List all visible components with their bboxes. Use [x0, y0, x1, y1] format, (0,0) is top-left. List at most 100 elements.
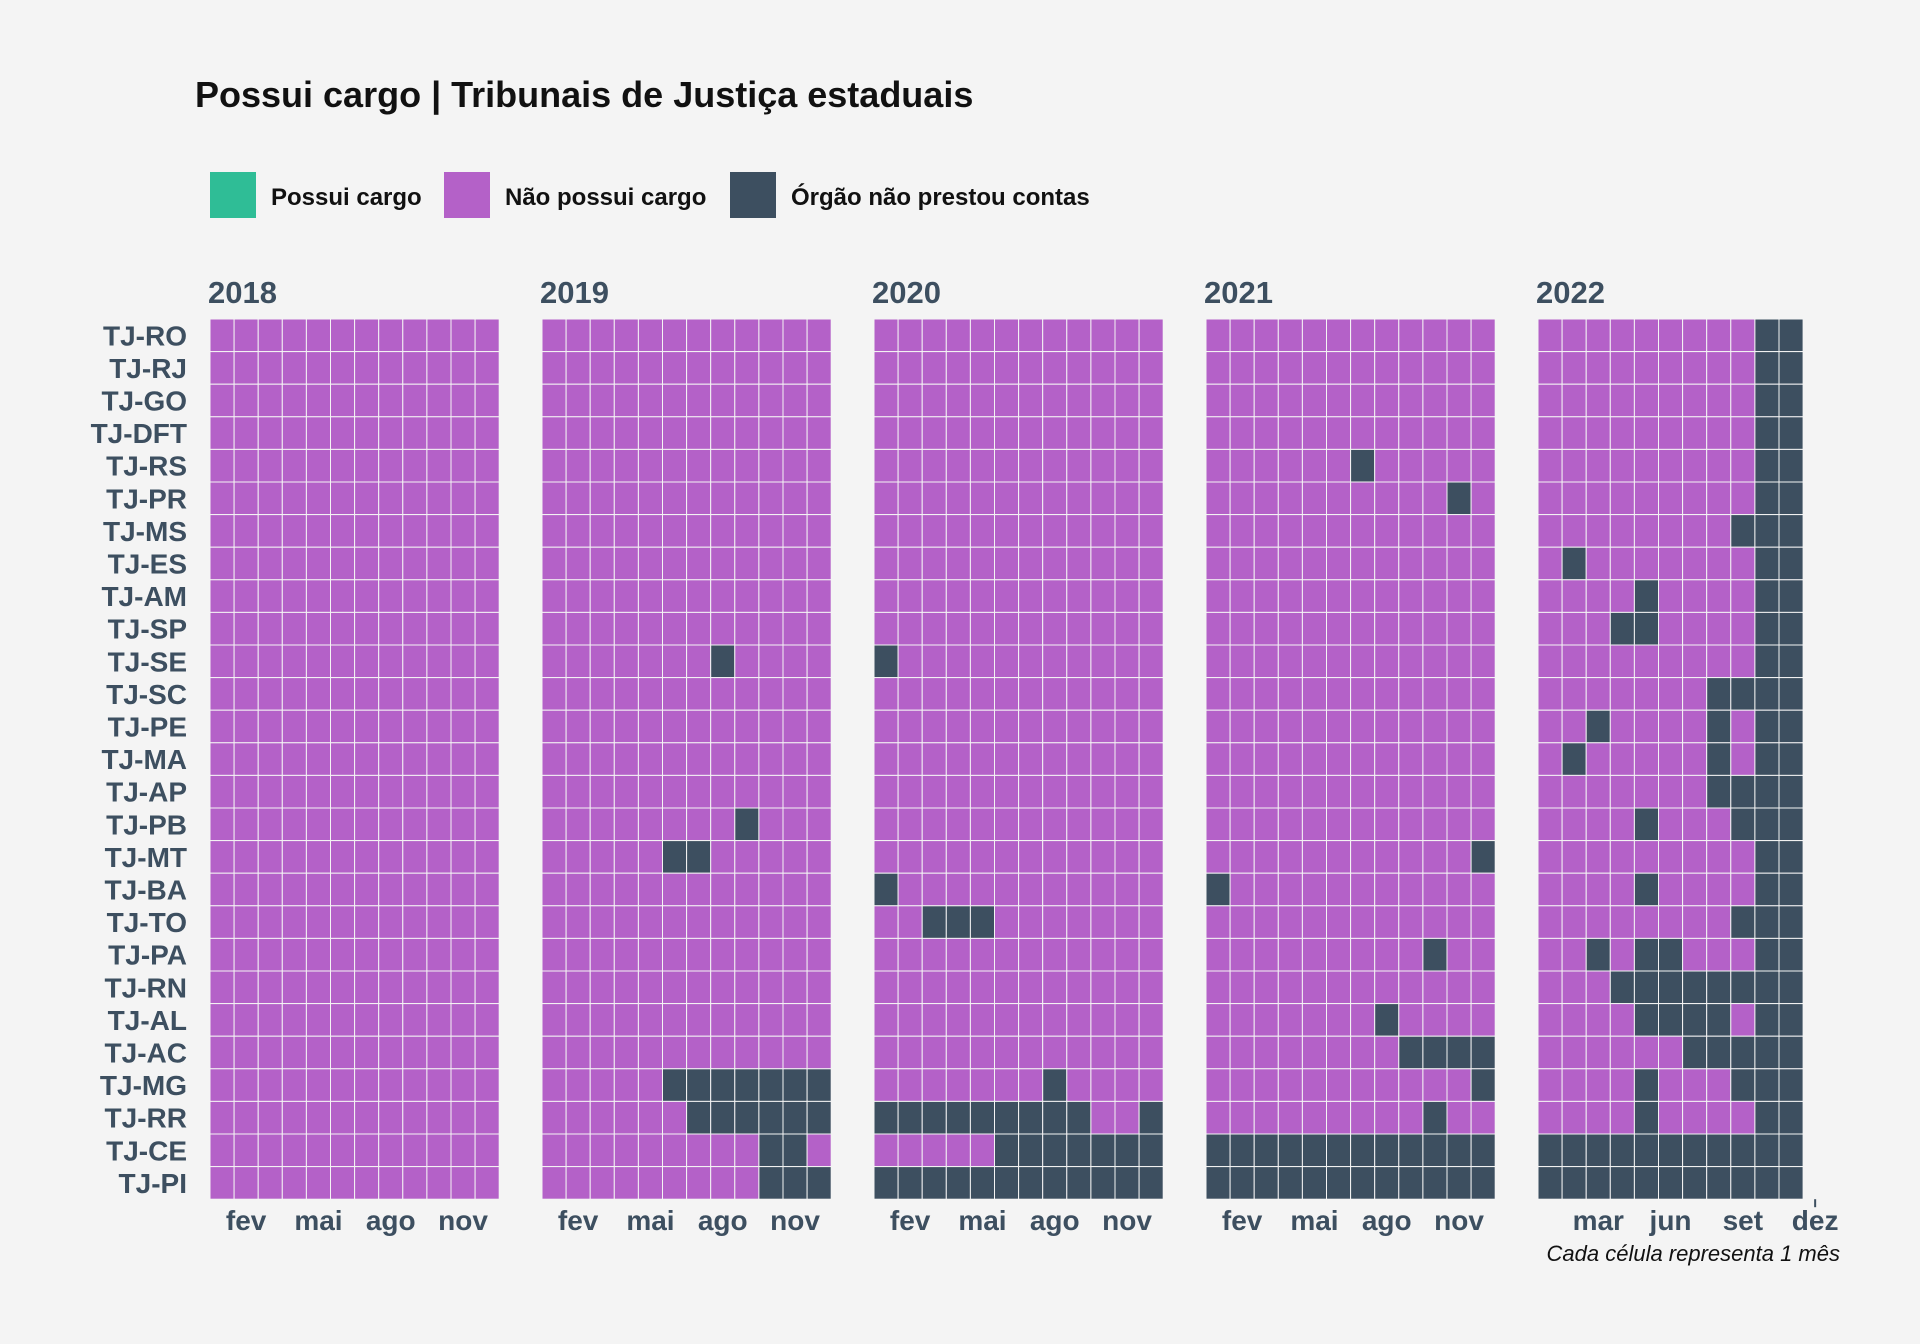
heatmap-cell [209, 318, 235, 353]
heatmap-cell [257, 448, 283, 483]
heatmap-cell [1422, 383, 1448, 418]
heatmap-cell [994, 481, 1020, 516]
heatmap-cell [734, 905, 760, 939]
heatmap-cell [209, 840, 235, 874]
heatmap-cell [1374, 1035, 1400, 1070]
heatmap-cell [637, 644, 664, 679]
heatmap-cell [474, 1003, 500, 1037]
heatmap-cell [1277, 709, 1303, 744]
heatmap-cell [1585, 448, 1611, 483]
heatmap-cell [1609, 481, 1635, 516]
heatmap-cell [209, 1068, 235, 1102]
heatmap-cell [378, 514, 404, 548]
heatmap-cell [450, 1068, 476, 1102]
heatmap-cell [1066, 514, 1092, 548]
heatmap-cell [233, 1100, 259, 1135]
heatmap-cell [1537, 840, 1563, 874]
heatmap-cell [233, 579, 259, 613]
heatmap-cell [1537, 1003, 1563, 1037]
heatmap-cell [1326, 579, 1352, 613]
heatmap-cell [1350, 383, 1376, 418]
heatmap-cell [1537, 905, 1563, 939]
heatmap-cell [426, 742, 452, 776]
heatmap-cell [945, 1035, 971, 1070]
heatmap-cell [1561, 807, 1587, 842]
heatmap-cell [281, 840, 307, 874]
heatmap-cell [1422, 579, 1448, 613]
heatmap-cell [1609, 1068, 1635, 1102]
heatmap-cell [1042, 807, 1068, 842]
heatmap-cell [1374, 644, 1400, 679]
heatmap-cell [209, 709, 235, 744]
heatmap-cell [686, 1068, 712, 1102]
heatmap-cell [1422, 611, 1448, 646]
heatmap-cell [281, 742, 307, 776]
heatmap-cell [1114, 611, 1140, 646]
heatmap-cell [1730, 840, 1756, 874]
heatmap-cell [1446, 1003, 1472, 1037]
heatmap-cell [1633, 840, 1660, 874]
heatmap-cell [1042, 840, 1068, 874]
heatmap-cell [209, 448, 235, 483]
heatmap-cell [921, 1003, 947, 1037]
x-tick-label: nov [770, 1205, 820, 1236]
heatmap-cell [873, 448, 899, 483]
heatmap-cell [1706, 1100, 1732, 1135]
heatmap-cell [1706, 351, 1732, 385]
heatmap-cell [281, 774, 307, 809]
heatmap-cell [782, 514, 808, 548]
heatmap-cell [1042, 448, 1068, 483]
heatmap-cell [921, 611, 947, 646]
heatmap-cell [1706, 1166, 1732, 1200]
heatmap-cell [1018, 448, 1044, 483]
heatmap-cell [686, 937, 712, 972]
heatmap-cell [897, 742, 923, 776]
heatmap-cell [1350, 937, 1376, 972]
heatmap-cell [1229, 807, 1255, 842]
heatmap-cell [1350, 1003, 1376, 1037]
heatmap-cell [209, 1133, 235, 1168]
heatmap-cell [945, 840, 971, 874]
legend-label-possui-cargo: Possui cargo [271, 184, 422, 211]
heatmap-cell [710, 872, 736, 907]
heatmap-cell [1018, 351, 1044, 385]
heatmap-cell [613, 1166, 639, 1200]
heatmap-cell [1754, 318, 1780, 353]
heatmap-cell [354, 840, 380, 874]
heatmap-cell [1778, 1100, 1804, 1135]
heatmap-cell [1205, 970, 1231, 1005]
heatmap-cell [474, 611, 500, 646]
heatmap-cell [1446, 1133, 1472, 1168]
heatmap-cell [1446, 840, 1472, 874]
heatmap-cell [873, 1133, 899, 1168]
heatmap-cell [1585, 840, 1611, 874]
heatmap-cell [1066, 1100, 1092, 1135]
heatmap-cell [782, 579, 808, 613]
heatmap-cell [1114, 351, 1140, 385]
heatmap-cell [1633, 579, 1660, 613]
heatmap-cell [969, 1166, 996, 1200]
heatmap-cell [330, 970, 356, 1005]
heatmap-cell [994, 1166, 1020, 1200]
heatmap-cell [994, 937, 1020, 972]
heatmap-cell [1374, 579, 1400, 613]
heatmap-cell [541, 351, 567, 385]
heatmap-cell [1253, 514, 1279, 548]
heatmap-cell [330, 416, 356, 450]
heatmap-cell [613, 774, 639, 809]
heatmap-cell [1114, 514, 1140, 548]
heatmap-cell [1422, 448, 1448, 483]
heatmap-cell [1730, 807, 1756, 842]
heatmap-cell [1114, 579, 1140, 613]
heatmap-cell [758, 709, 784, 744]
heatmap-cell [734, 448, 760, 483]
heatmap-cell [1754, 807, 1780, 842]
heatmap-cell [1326, 1166, 1352, 1200]
heatmap-cell [1205, 351, 1231, 385]
heatmap-cell [450, 644, 476, 679]
heatmap-cell [1398, 970, 1424, 1005]
heatmap-cell [969, 644, 996, 679]
heatmap-cell [354, 481, 380, 516]
heatmap-cell [897, 351, 923, 385]
heatmap-cell [233, 872, 259, 907]
